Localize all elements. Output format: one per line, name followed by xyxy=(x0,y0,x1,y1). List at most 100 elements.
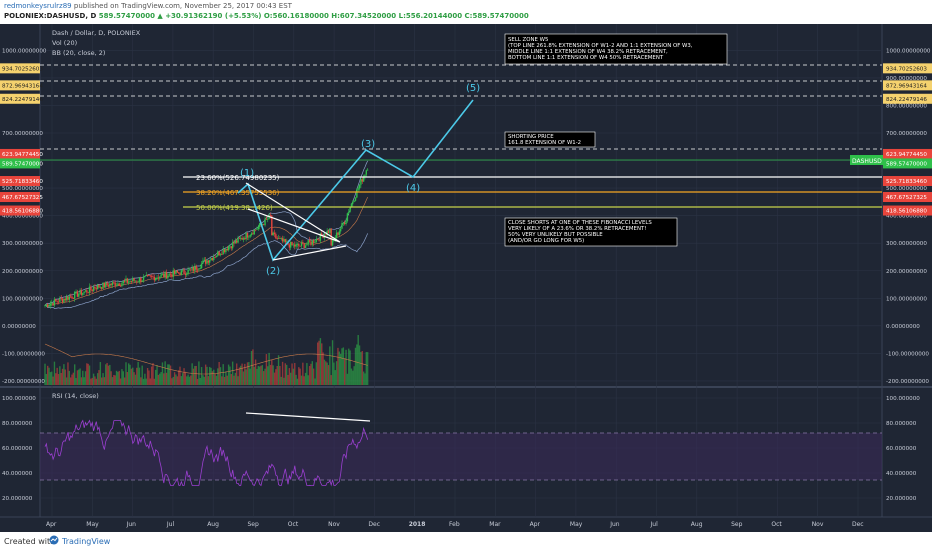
note-close-shorts[interactable]: CLOSE SHORTS AT ONE OF THESE FIBONACCI L… xyxy=(504,217,678,247)
footer: Created with TradingView xyxy=(0,532,932,550)
rsi-tick-label: 60.000000 xyxy=(886,446,917,452)
price-tag-left: 934.70252603 xyxy=(2,66,43,72)
time-axis[interactable]: Apr May Jun Jul Aug Sep Oct Nov Dec 2018 Feb Mar Apr… xyxy=(46,521,864,528)
time-tick-label: Oct xyxy=(771,521,782,528)
price-tick-label: 900.00000000 xyxy=(886,76,927,82)
published-text: published on TradingView.com, November 2… xyxy=(73,2,292,10)
svg-text:DASHUSD: DASHUSD xyxy=(852,158,882,165)
rsi-tick-label-left: 100.000000 xyxy=(2,396,36,402)
svg-text:SHORTING PRICE: SHORTING PRICE xyxy=(508,134,554,140)
ohlc-line: POLONIEX:DASHUSD, D 589.57470000 ▲ +30.9… xyxy=(4,12,529,20)
wave-2-label: (2) xyxy=(266,266,280,277)
price-tag-left: 824.22479146 xyxy=(2,97,43,103)
time-tick-label: Aug xyxy=(207,521,219,528)
author-link[interactable]: redmonkeysrulrz89 xyxy=(4,2,72,10)
time-tick-label: Jun xyxy=(126,521,137,528)
price-tick-label: -100.00000000 xyxy=(886,351,929,357)
header-line: redmonkeysrulrz89 published on TradingVi… xyxy=(4,2,292,10)
time-tick-label: 2018 xyxy=(409,521,426,528)
rsi-tick-label: 80.000000 xyxy=(886,421,917,427)
price-tick-label: 0.00000000 xyxy=(886,324,920,330)
price-tag-left: 589.57470000 xyxy=(2,161,43,167)
time-tick-label: May xyxy=(86,521,99,528)
price-tick-label-left: 100.00000000 xyxy=(2,296,43,302)
wave-1-label: (1) xyxy=(240,168,254,179)
rsi-tick-label-left: 40.000000 xyxy=(2,471,33,477)
rsi-tick-label-left: 60.000000 xyxy=(2,446,33,452)
price-tick-label: 400.00000000 xyxy=(886,214,927,220)
time-tick-label: Apr xyxy=(530,521,541,528)
rsi-axis-right[interactable]: 100.000000 80.000000 60.000000 40.000000 20.… xyxy=(886,396,920,502)
price-tick-label-left: 1000.00000000 xyxy=(2,48,47,54)
legend-bb[interactable]: BB (20, close, 2) xyxy=(52,49,105,57)
legend-symbol[interactable]: Dash / Dollar, D, POLONIEX xyxy=(52,29,141,37)
created-with-text: Created with xyxy=(4,537,56,546)
fib-levels[interactable] xyxy=(183,176,882,208)
rsi-tick-label: 20.000000 xyxy=(886,496,917,502)
time-tick-label: Sep xyxy=(731,521,743,528)
svg-text:MIDDLE LINE 1:1 EXTENSION OF W: MIDDLE LINE 1:1 EXTENSION OF W4 38.2% RE… xyxy=(508,49,668,55)
fib-label-500: 50.00%(419.38...426) xyxy=(196,204,273,212)
tradingview-logo-icon[interactable] xyxy=(48,535,60,545)
chart-area[interactable]: 1000.00000000 900.00000000 800.00000000 700… xyxy=(0,24,932,532)
price-axis-left[interactable]: 1000.00000000 700.00000000 500.00000000 400… xyxy=(2,48,47,385)
time-tick-label: Oct xyxy=(288,521,299,528)
svg-text:(AND/OR GO LONG FOR W5): (AND/OR GO LONG FOR W5) xyxy=(508,238,584,244)
price-tag-right: 467.67527325 xyxy=(886,195,927,201)
wave-3-label: (3) xyxy=(361,139,375,150)
note-shorting-price[interactable]: SHORTING PRICE 161.8 EXTENSION OF W1-2 xyxy=(504,131,596,148)
price-tags-right: 934.70252603 872.96943164 824.22479146 623.… xyxy=(883,63,932,216)
chart-canvas[interactable]: 1000.00000000 900.00000000 800.00000000 700… xyxy=(0,24,932,532)
price-tick-label-left: -100.00000000 xyxy=(2,351,45,357)
price-tags-left: 934.70252603 872.96943164 824.22479146 623.… xyxy=(0,63,43,216)
price-tick-label: -200.00000000 xyxy=(886,379,929,385)
time-tick-label: Jul xyxy=(650,521,659,528)
svg-text:161.8 EXTENSION OF W1-2: 161.8 EXTENSION OF W1-2 xyxy=(508,140,581,146)
rsi-axis-left[interactable]: 100.000000 80.000000 60.000000 40.000000 20.… xyxy=(2,396,36,502)
price-tag-left: 418.56106880 xyxy=(2,209,43,215)
svg-text:CLOSE SHORTS AT ONE OF THESE F: CLOSE SHORTS AT ONE OF THESE FIBONACCI L… xyxy=(508,220,652,226)
time-tick-label: Aug xyxy=(691,521,703,528)
rsi-tick-label-left: 80.000000 xyxy=(2,421,33,427)
elliott-wave-drawing[interactable] xyxy=(237,99,474,422)
svg-text:(TOP LINE 261.8% EXTENSION OF: (TOP LINE 261.8% EXTENSION OF W1-2 AND 1… xyxy=(508,43,693,49)
price-tag-left: 467.67527325 xyxy=(2,195,43,201)
rsi-tick-label: 40.000000 xyxy=(886,471,917,477)
note-sell-zone[interactable]: SELL ZONE W5 (TOP LINE 261.8% EXTENSION … xyxy=(504,33,728,65)
price-tag-right: 934.70252603 xyxy=(886,66,927,72)
price-tick-label: 500.00000000 xyxy=(886,186,927,192)
rsi-band xyxy=(40,433,882,480)
tradingview-brand[interactable]: TradingView xyxy=(62,537,111,546)
price-tick-label: 300.00000000 xyxy=(886,241,927,247)
svg-text:VERY LIKELY OF A 23.6% OR 38.2: VERY LIKELY OF A 23.6% OR 38.2% RETRACEM… xyxy=(508,226,646,232)
price-tag-left: 525.71833460 xyxy=(2,179,43,185)
price-tick-label: 800.00000000 xyxy=(886,103,927,109)
time-tick-label: Apr xyxy=(46,521,57,528)
time-tick-label: May xyxy=(570,521,583,528)
volume-bars xyxy=(44,335,369,385)
price-tick-label-left: 700.00000000 xyxy=(2,131,43,137)
price-tag-left: 872.96943164 xyxy=(2,83,43,89)
rsi-tick-label: 100.000000 xyxy=(886,396,920,402)
price-tick-label: 700.00000000 xyxy=(886,131,927,137)
fib-label-382: 38.20%(467.35755536) xyxy=(196,189,280,197)
price-tag-right: 589.57470000 xyxy=(886,161,927,167)
legend-rsi[interactable]: RSI (14, close) xyxy=(52,392,99,400)
rsi-tick-label-left: 20.000000 xyxy=(2,496,33,502)
time-tick-label: Dec xyxy=(368,521,380,528)
time-tick-label: Nov xyxy=(812,521,824,528)
sell-zone-levels[interactable] xyxy=(40,64,882,150)
svg-text:BOTTOM LINE 1:1 EXTENSION OF W: BOTTOM LINE 1:1 EXTENSION OF W4 50% RETR… xyxy=(508,55,664,61)
price-tag-right: 525.71833460 xyxy=(886,179,927,185)
price-tag-right: 623.94774450 xyxy=(886,152,927,158)
time-tick-label: Feb xyxy=(449,521,460,528)
time-tick-label: Jul xyxy=(166,521,175,528)
price-tick-label-left: -200.00000000 xyxy=(2,379,45,385)
legend-volume[interactable]: Vol (20) xyxy=(52,39,77,47)
price-tick-label: 200.00000000 xyxy=(886,269,927,275)
svg-text:SELL ZONE W5: SELL ZONE W5 xyxy=(508,37,548,43)
symbol-tag: DASHUSD xyxy=(850,155,883,165)
price-tick-label: 100.00000000 xyxy=(886,296,927,302)
price-tick-label: 1000.00000000 xyxy=(886,48,931,54)
time-tick-label: Nov xyxy=(328,521,340,528)
